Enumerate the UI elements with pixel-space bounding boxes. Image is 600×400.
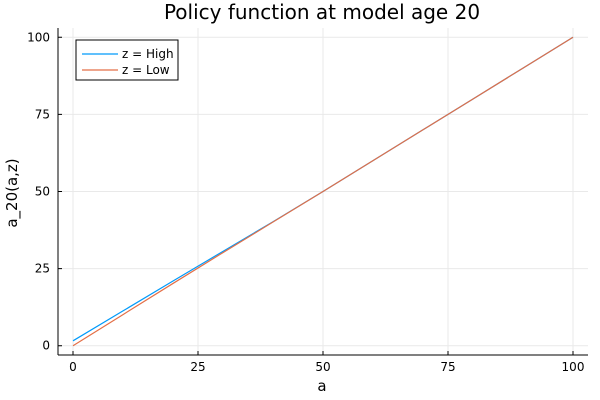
legend-label-low: z = Low bbox=[122, 63, 170, 77]
y-tick-label: 0 bbox=[42, 339, 50, 353]
legend-label-high: z = High bbox=[122, 47, 174, 61]
y-tick-label: 100 bbox=[27, 30, 50, 44]
grid bbox=[58, 28, 588, 355]
legend: z = High z = Low bbox=[75, 39, 179, 81]
x-axis-label: a bbox=[317, 377, 326, 395]
legend-box bbox=[75, 39, 179, 81]
x-tick-label: 25 bbox=[190, 360, 205, 374]
series-line-low bbox=[72, 36, 574, 347]
x-tick-label: 0 bbox=[69, 360, 77, 374]
chart-title: Policy function at model age 20 bbox=[164, 0, 480, 24]
x-tick-label: 50 bbox=[315, 360, 330, 374]
series bbox=[72, 36, 574, 347]
y-axis-label: a_20(a,z) bbox=[3, 158, 22, 227]
x-tick-label: 75 bbox=[440, 360, 455, 374]
x-tick-label: 100 bbox=[562, 360, 585, 374]
ticks: 0 25 50 75 100 0 25 50 75 100 bbox=[27, 30, 584, 374]
y-tick-label: 50 bbox=[35, 185, 50, 199]
y-tick-label: 25 bbox=[35, 262, 50, 276]
y-tick-label: 75 bbox=[35, 107, 50, 121]
